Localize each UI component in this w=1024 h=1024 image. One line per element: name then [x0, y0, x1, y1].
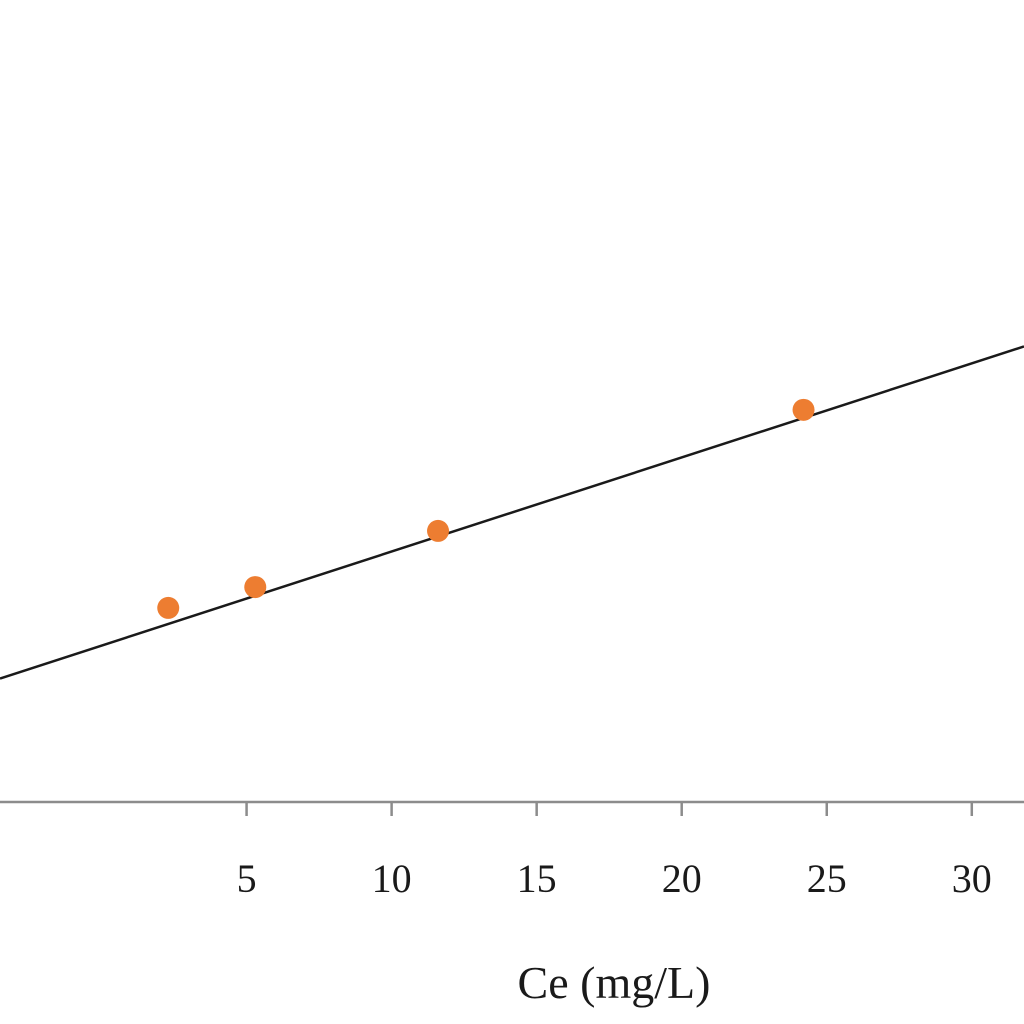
data-point — [157, 596, 180, 619]
x-tick-label: 10 — [372, 856, 412, 901]
linear-trendline — [0, 345, 1024, 680]
data-point — [792, 398, 815, 421]
x-axis-title: Ce (mg/L) — [518, 957, 711, 1008]
x-tick-label: 20 — [662, 856, 702, 901]
data-point — [244, 576, 267, 599]
x-tick-label: 5 — [237, 856, 257, 901]
x-tick-label: 15 — [517, 856, 557, 901]
data-point — [427, 519, 450, 542]
trendline-group — [0, 345, 1024, 680]
x-tick-label: 30 — [952, 856, 992, 901]
data-points — [157, 398, 815, 619]
x-axis-tick-labels: 5 10 15 20 25 30 — [237, 856, 992, 901]
x-axis-ticks — [245, 802, 974, 816]
x-tick-label: 25 — [807, 856, 847, 901]
